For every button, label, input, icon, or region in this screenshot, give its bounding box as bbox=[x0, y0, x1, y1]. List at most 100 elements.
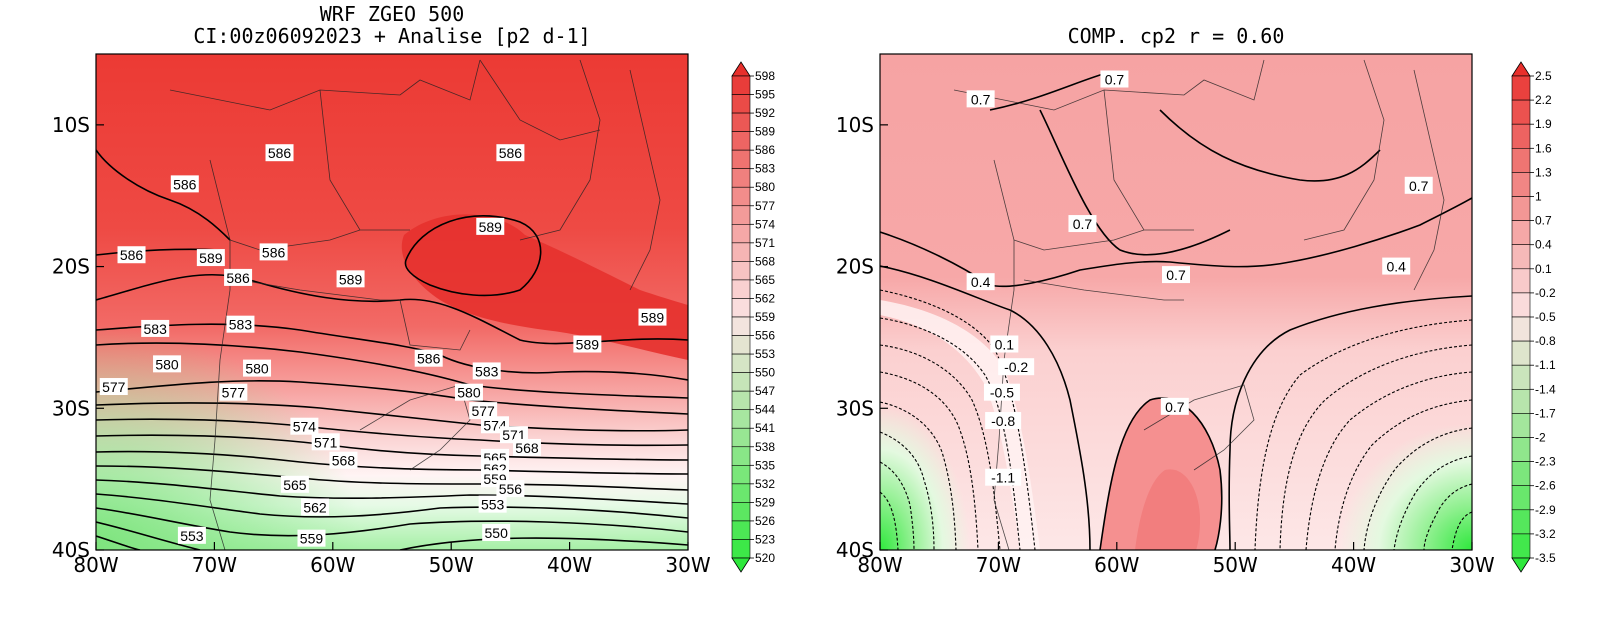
contour-label-bg bbox=[219, 383, 248, 401]
contour-label-bg bbox=[311, 433, 340, 451]
colorbar-segment bbox=[731, 520, 751, 540]
y-tick-label: 10S bbox=[836, 113, 874, 137]
contour-label: 586 bbox=[417, 351, 441, 367]
contour-label-bg bbox=[243, 359, 272, 377]
colorbar-label: 547 bbox=[755, 384, 775, 398]
colorbar-label: 544 bbox=[755, 403, 775, 417]
colorbar-label: 571 bbox=[755, 236, 775, 250]
contour-label-bg bbox=[1162, 266, 1190, 284]
contour-label: 0.7 bbox=[1105, 72, 1125, 88]
contour-label-bg bbox=[297, 529, 326, 547]
colorbar-label: -3.5 bbox=[1535, 551, 1556, 565]
colorbar-segment bbox=[731, 316, 751, 336]
colorbar-segment bbox=[731, 335, 751, 355]
x-tick-label: 30W bbox=[1449, 553, 1494, 577]
colorbar-label: -0.8 bbox=[1535, 334, 1556, 348]
colorbar-label: 565 bbox=[755, 273, 775, 287]
colorbar-segment bbox=[731, 261, 751, 281]
colorbar-segment bbox=[1511, 388, 1531, 414]
colorbar-segment bbox=[1511, 364, 1531, 390]
contour-label-bg bbox=[496, 480, 525, 498]
x-tick-label: 40W bbox=[547, 553, 592, 577]
y-tick-label: 20S bbox=[836, 255, 874, 279]
left-colorbar: 598 595 592 589 586 583 580 577 574 571 568 565 562 5… bbox=[731, 61, 775, 573]
contour-label-bg bbox=[99, 378, 128, 396]
colorbar-segment bbox=[731, 186, 751, 207]
contour-label-bg bbox=[573, 335, 602, 353]
contour-label: 0.4 bbox=[971, 274, 991, 290]
colorbar-segment bbox=[731, 131, 751, 151]
contour-label-bg bbox=[1404, 176, 1433, 194]
contour-label-bg bbox=[170, 175, 199, 193]
contour-label-bg bbox=[414, 349, 443, 367]
colorbar-label: 538 bbox=[755, 440, 775, 454]
colorbar-label: -2.9 bbox=[1535, 503, 1556, 517]
colorbar-label: 529 bbox=[755, 495, 775, 509]
colorbar-label: 0.7 bbox=[1535, 214, 1552, 228]
contour-label-bg bbox=[329, 451, 358, 469]
contour-label-bg bbox=[476, 217, 505, 235]
contour-label: 565 bbox=[283, 477, 307, 493]
right-plot-frame bbox=[879, 53, 1473, 551]
left-isobars bbox=[96, 149, 688, 550]
colorbar-segment bbox=[1511, 533, 1531, 559]
colorbar-label: 562 bbox=[755, 291, 775, 305]
colorbar-segment bbox=[731, 465, 751, 485]
x-tick-label: 70W bbox=[976, 553, 1021, 577]
contour-label: 586 bbox=[120, 247, 144, 263]
colorbar-label: 559 bbox=[755, 310, 775, 324]
x-tick-label: 60W bbox=[1094, 553, 1139, 577]
y-tick-label: 10S bbox=[52, 113, 90, 137]
colorbar-label: 583 bbox=[755, 162, 775, 176]
colorbar-max-arrow bbox=[731, 61, 751, 77]
contour-label: 583 bbox=[475, 363, 499, 379]
colorbar-segment bbox=[1511, 461, 1531, 487]
y-tick-label: 40S bbox=[52, 538, 90, 562]
colorbar-label: 0.1 bbox=[1535, 262, 1552, 276]
contour-label: 0.1 bbox=[995, 337, 1015, 353]
colorbar-segment bbox=[731, 279, 751, 299]
contour-label-bg bbox=[196, 249, 225, 267]
contour-label-bg bbox=[1382, 257, 1411, 275]
contour-label: 583 bbox=[229, 317, 253, 333]
contour-label: 0.7 bbox=[1409, 178, 1429, 194]
colorbar-label: 595 bbox=[755, 88, 775, 102]
colorbar-label: 541 bbox=[755, 421, 775, 435]
colorbar-label: -3.2 bbox=[1535, 527, 1556, 541]
contour-label: 589 bbox=[199, 250, 223, 266]
x-tick-label: 60W bbox=[310, 553, 355, 577]
colorbar-max-arrow bbox=[1511, 61, 1531, 77]
contour-label-bg bbox=[966, 273, 995, 291]
contour-label-bg bbox=[280, 475, 309, 493]
right-negative-isolines bbox=[880, 289, 1472, 550]
contour-label-bg bbox=[496, 144, 525, 162]
colorbar-label: 532 bbox=[755, 477, 775, 491]
colorbar-segment bbox=[731, 390, 751, 410]
contour-label: 580 bbox=[155, 356, 179, 372]
contour-label-bg bbox=[177, 526, 206, 544]
y-tick-label: 30S bbox=[836, 396, 874, 420]
contour-label: 0.4 bbox=[1386, 259, 1406, 275]
colorbar-label: 577 bbox=[755, 199, 775, 213]
x-tick-label: 80W bbox=[73, 553, 118, 577]
contour-label: 577 bbox=[222, 385, 246, 401]
x-tick-label: 70W bbox=[192, 553, 237, 577]
colorbar-label: 0.4 bbox=[1535, 238, 1552, 252]
colorbar-label: 598 bbox=[755, 69, 775, 83]
contour-label: 580 bbox=[457, 385, 481, 401]
contour-label: -0.5 bbox=[990, 385, 1014, 401]
colorbar-min-arrow bbox=[1511, 557, 1531, 573]
x-tick-label: 50W bbox=[429, 553, 474, 577]
colorbar-segment bbox=[1511, 292, 1531, 318]
right-map-panel: COMP. cp2 r = 0.60 bbox=[836, 24, 1556, 577]
y-tick-label: 20S bbox=[52, 255, 90, 279]
contour-label-bg bbox=[224, 268, 253, 286]
colorbar-segment bbox=[1511, 268, 1531, 294]
contour-label: 577 bbox=[471, 403, 495, 419]
contour-label: 589 bbox=[339, 271, 363, 287]
contour-label: 559 bbox=[300, 531, 324, 547]
contour-label-bg bbox=[512, 438, 541, 456]
colorbar-segment bbox=[731, 353, 751, 373]
contour-label-bg bbox=[454, 383, 483, 401]
